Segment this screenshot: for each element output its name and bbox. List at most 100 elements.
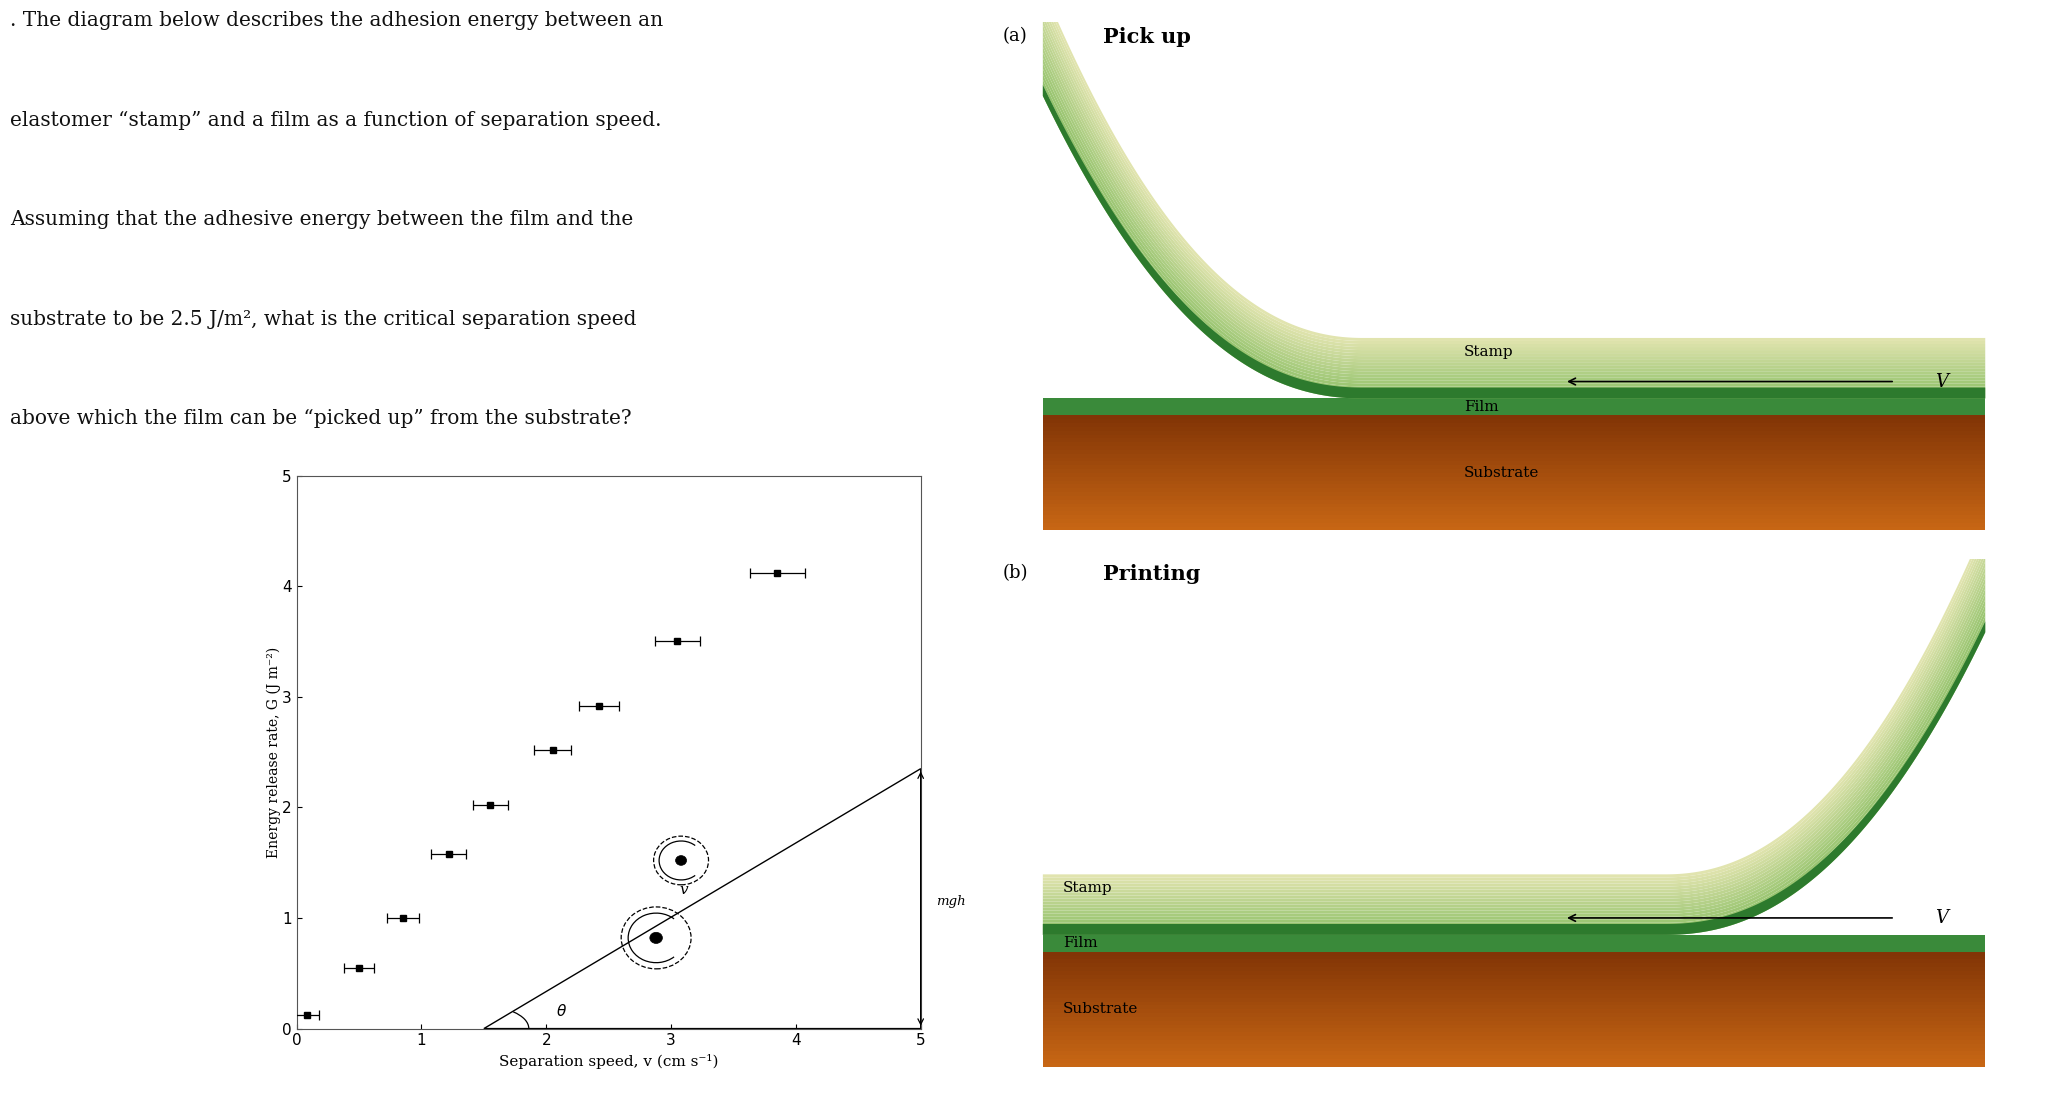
Bar (1043, 458, 1985, 461)
Polygon shape (1043, 85, 1985, 398)
Polygon shape (1043, 91, 1985, 398)
Text: . The diagram below describes the adhesion energy between an: . The diagram below describes the adhesi… (10, 11, 663, 30)
Polygon shape (1043, 0, 1985, 344)
Polygon shape (1043, 611, 1985, 926)
Bar (1043, 477, 1985, 480)
Polygon shape (1043, 578, 1985, 908)
Bar (1043, 1040, 1985, 1044)
Bar (1043, 1013, 1985, 1016)
Circle shape (675, 856, 687, 865)
Text: elastomer “stamp” and a film as a function of separation speed.: elastomer “stamp” and a film as a functi… (10, 111, 661, 129)
Bar (1043, 398, 1985, 416)
Polygon shape (1043, 594, 1985, 917)
Polygon shape (1043, 63, 1985, 384)
Polygon shape (1043, 9, 1985, 353)
Bar (1043, 1002, 1985, 1005)
Text: Substrate: Substrate (1064, 1002, 1138, 1016)
Polygon shape (1043, 588, 1985, 914)
Bar (1043, 1047, 1985, 1052)
Bar (1043, 1029, 1985, 1032)
Polygon shape (1043, 540, 1985, 887)
Text: mgh: mgh (935, 895, 966, 908)
Bar (1043, 488, 1985, 492)
Polygon shape (1043, 0, 1985, 347)
Bar (1043, 935, 1985, 952)
Bar (1043, 466, 1985, 469)
Polygon shape (1043, 36, 1985, 368)
Bar (1043, 500, 1985, 503)
Y-axis label: Energy release rate, G (J m⁻²): Energy release rate, G (J m⁻²) (266, 646, 280, 858)
Text: (b): (b) (1003, 564, 1029, 582)
Bar (1043, 461, 1985, 466)
Text: Film: Film (1465, 400, 1498, 414)
Bar (1043, 967, 1985, 971)
Bar (1043, 1060, 1985, 1063)
Bar (1043, 419, 1985, 424)
Polygon shape (1043, 551, 1985, 893)
Text: V: V (1936, 909, 1948, 927)
Bar (1043, 450, 1985, 453)
Polygon shape (1043, 573, 1985, 905)
Polygon shape (1043, 556, 1985, 896)
Bar (1043, 1016, 1985, 1021)
Bar (1043, 503, 1985, 508)
Bar (1043, 1044, 1985, 1047)
Polygon shape (1043, 622, 1985, 935)
Bar (1043, 994, 1985, 998)
Bar (1043, 960, 1985, 963)
Text: Pick up: Pick up (1103, 28, 1191, 48)
Polygon shape (1043, 42, 1985, 372)
Polygon shape (1043, 0, 1985, 341)
Polygon shape (1043, 622, 1985, 932)
Polygon shape (1043, 562, 1985, 898)
Bar (1043, 435, 1985, 438)
Polygon shape (1043, 52, 1985, 377)
Bar (1043, 453, 1985, 458)
Polygon shape (1043, 567, 1985, 901)
Polygon shape (1043, 583, 1985, 910)
Bar (1043, 495, 1985, 500)
Bar (1043, 971, 1985, 974)
Bar (1043, 1063, 1985, 1067)
Bar (1043, 438, 1985, 442)
Bar (1043, 523, 1985, 526)
Text: Stamp: Stamp (1465, 345, 1514, 358)
Polygon shape (1043, 69, 1985, 386)
Bar (1043, 416, 1985, 419)
Bar (1043, 519, 1985, 523)
Polygon shape (1043, 627, 1985, 935)
Bar (1043, 956, 1985, 960)
Bar (1043, 1010, 1985, 1013)
Polygon shape (1043, 545, 1985, 889)
Polygon shape (1043, 85, 1985, 396)
Polygon shape (1043, 523, 1985, 877)
Bar (1043, 430, 1985, 435)
Polygon shape (1043, 74, 1985, 389)
Polygon shape (1043, 529, 1985, 880)
Text: Film: Film (1064, 937, 1097, 950)
Bar (1043, 952, 1985, 956)
Bar (1043, 982, 1985, 987)
Bar (1043, 979, 1985, 982)
Bar (1043, 508, 1985, 511)
Bar (1043, 963, 1985, 967)
Polygon shape (1043, 46, 1985, 374)
Polygon shape (1043, 58, 1985, 380)
Polygon shape (1043, 534, 1985, 884)
Polygon shape (1043, 20, 1985, 359)
Text: (a): (a) (1003, 28, 1027, 45)
Text: Assuming that the adhesive energy between the film and the: Assuming that the adhesive energy betwee… (10, 210, 634, 229)
Bar (1043, 442, 1985, 446)
Bar (1043, 1036, 1985, 1040)
Bar (1043, 526, 1985, 531)
Bar (1043, 515, 1985, 519)
Bar (1043, 1024, 1985, 1029)
Text: above which the film can be “picked up” from the substrate?: above which the film can be “picked up” … (10, 409, 632, 428)
Text: substrate to be 2.5 J/m², what is the critical separation speed: substrate to be 2.5 J/m², what is the cr… (10, 310, 636, 328)
Bar (1043, 974, 1985, 979)
Bar (1043, 1052, 1985, 1055)
Bar (1043, 1055, 1985, 1060)
Circle shape (651, 932, 663, 943)
Polygon shape (1043, 599, 1985, 920)
Bar (1043, 1032, 1985, 1036)
